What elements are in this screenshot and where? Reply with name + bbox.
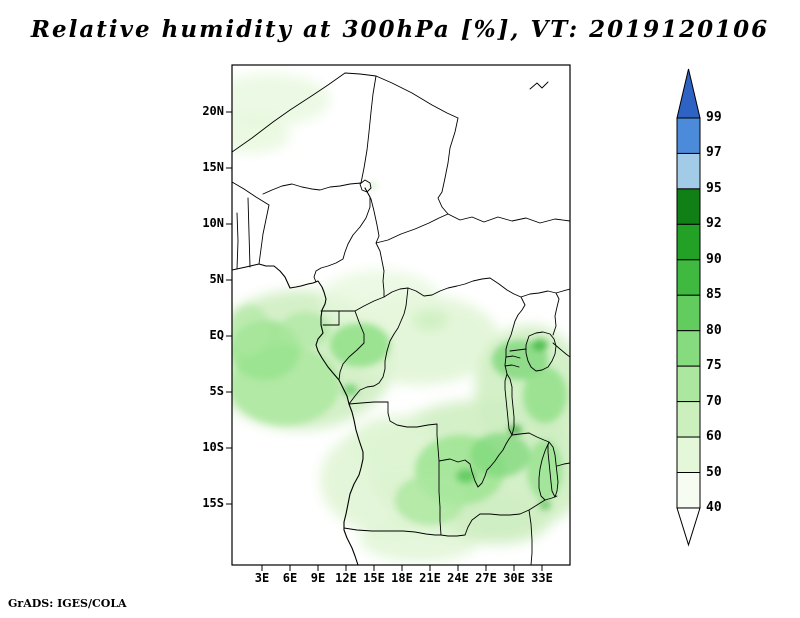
y-axis-label-20N: 20N	[202, 104, 224, 118]
colorbar-segment-75-80	[676, 330, 701, 367]
colorbar-arrow-down-lt40	[676, 507, 701, 547]
colorbar-label-70: 70	[706, 393, 722, 409]
borders-chad-car	[364, 187, 449, 298]
border-nigeria-cameroon	[313, 187, 371, 283]
colorbar-segment-97-99	[676, 117, 701, 154]
y-axis-label-10N: 10N	[202, 216, 224, 230]
lake-victoria	[525, 331, 557, 372]
colorbar-segment-95-97	[676, 152, 701, 190]
colorbar-label-60: 60	[706, 429, 722, 445]
x-axis-label-24E: 24E	[447, 571, 469, 585]
colorbar-segment-50-60	[676, 436, 701, 473]
x-axis-label-6E: 6E	[282, 571, 298, 585]
lake-malawi	[547, 441, 559, 498]
colorbar-label-75: 75	[706, 358, 722, 374]
borders-angola-zambia-namibia	[343, 460, 466, 537]
x-axis-label-33E: 33E	[531, 571, 553, 585]
colorbar-segment-40-50	[676, 472, 701, 509]
borders-uganda-kenya-tanzania	[509, 292, 570, 358]
x-axis-label-12E: 12E	[335, 571, 357, 585]
colorbar-segment-80-85	[676, 294, 701, 332]
x-axis-label-9E: 9E	[310, 571, 326, 585]
page-title: Relative humidity at 300hPa [%], VT: 201…	[30, 16, 770, 43]
borders-sahel-chad-sudan	[360, 75, 570, 224]
grads-credit: GrADS: IGES/COLA	[8, 597, 127, 610]
border-drc-zambia-katanga	[438, 434, 513, 488]
x-axis-label-27E: 27E	[475, 571, 497, 585]
x-axis-label-30E: 30E	[503, 571, 525, 585]
x-axis-label-18E: 18E	[391, 571, 413, 585]
x-axis-label-3E: 3E	[254, 571, 270, 585]
borders-cameroon-gabon-congo	[320, 296, 385, 381]
colorbar-arrow-up-gt99	[676, 68, 701, 119]
border-drc-angola	[348, 401, 440, 462]
border-ubangi-car-drc	[383, 277, 570, 298]
y-axis-label-5N: 5N	[209, 272, 224, 286]
colorbar-label-90: 90	[706, 251, 722, 267]
y-axis-label-15N: 15N	[202, 160, 224, 174]
map-frame	[231, 64, 571, 566]
colorbar-label-99: 99	[706, 110, 722, 125]
colorbar-segment-70-75	[676, 365, 701, 403]
coastline-west-africa	[232, 263, 364, 565]
y-axis-label-10S: 10S	[202, 440, 224, 454]
colorbar-label-80: 80	[706, 322, 722, 338]
border-drc-uganda-rift	[504, 296, 526, 375]
colorbar-label-92: 92	[706, 216, 722, 232]
colorbar-label-95: 95	[706, 180, 722, 196]
colorbar-label-50: 50	[706, 464, 722, 480]
borders-zambezi-zimbabwe-mozambique	[464, 499, 546, 565]
colorbar-segment-92-95	[676, 188, 701, 225]
humidity-shading-layer	[232, 74, 570, 562]
borders-west-africa	[232, 72, 377, 270]
x-axis-label-15E: 15E	[363, 571, 385, 585]
geography-layer	[232, 72, 570, 565]
colorbar-segment-60-70	[676, 401, 701, 438]
lake-tanganyika	[504, 373, 515, 436]
border-congo-river	[348, 287, 409, 405]
lake-chad	[359, 179, 372, 193]
colorbar-segment-85-90	[676, 259, 701, 296]
borders-tanzania-zambia-malawi	[511, 432, 570, 501]
axis-ticks	[226, 111, 543, 571]
y-axis-label-15S: 15S	[202, 496, 224, 510]
y-axis-label-5S: 5S	[209, 384, 224, 398]
colorbar-label-97: 97	[706, 145, 722, 161]
colorbar-label-40: 40	[706, 499, 722, 515]
y-axis-label-EQ: EQ	[209, 328, 224, 342]
x-axis-label-21E: 21E	[419, 571, 441, 585]
colorbar-segment-90-92	[676, 223, 701, 261]
colorbar-label-85: 85	[706, 287, 722, 303]
colorbar	[676, 68, 701, 547]
humidity-shading-medium	[232, 182, 567, 525]
